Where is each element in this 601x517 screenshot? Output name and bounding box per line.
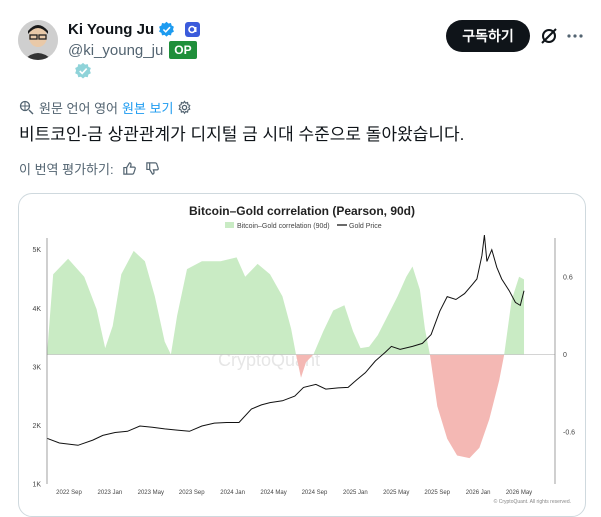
- chart-legend: Bitcoin–Gold correlation (90d) Gold Pric…: [225, 222, 382, 230]
- affiliate-badge-icon[interactable]: [74, 62, 92, 85]
- x-tick-label: 2022 Sep: [56, 490, 82, 496]
- x-tick-label: 2023 Jan: [98, 490, 123, 496]
- x-tick-label: 2024 Jan: [220, 490, 245, 496]
- x-tick-label: 2026 Jan: [466, 490, 491, 496]
- legend-gold-price: Gold Price: [349, 223, 382, 230]
- verified-check-icon[interactable]: [158, 21, 175, 38]
- x-tick-label: 2024 May: [260, 490, 286, 496]
- legend-correlation: Bitcoin–Gold correlation (90d): [237, 223, 330, 230]
- left-tick-label: 2K: [32, 423, 41, 430]
- chart-title: Bitcoin–Gold correlation (Pearson, 90d): [189, 204, 415, 218]
- chart-axes: 1K 2K 3K 4K 5K -0.6 0 0.6 2022 Sep 2023 Jan 2023 M…: [32, 238, 575, 496]
- thumbs-up-icon[interactable]: [122, 161, 137, 176]
- gold-price-line: [46, 235, 525, 446]
- translate-icon: [19, 100, 34, 114]
- tweet-media-card[interactable]: Bitcoin–Gold correlation (Pearson, 90d) …: [18, 193, 586, 517]
- gear-icon[interactable]: [177, 100, 192, 115]
- chart-footer-note: © CryptoQuant. All rights reserved.: [494, 498, 571, 505]
- left-tick-label: 4K: [32, 306, 41, 313]
- right-tick-label: 0.6: [563, 274, 573, 281]
- author-display-name[interactable]: Ki Young Ju: [68, 21, 155, 38]
- tweet-text: 비트코인-금 상관관계가 디지털 금 시대 수준으로 돌아왔습니다.: [19, 125, 465, 144]
- subscribe-button[interactable]: 구독하기: [446, 20, 530, 52]
- x-tick-label: 2025 Jan: [343, 490, 368, 496]
- x-tick-label: 2025 Sep: [424, 490, 450, 496]
- rate-translation-label: 이 번역 평가하기:: [19, 162, 114, 177]
- grok-icon[interactable]: [540, 27, 558, 50]
- left-tick-label: 5K: [32, 247, 41, 254]
- source-language-label: 원문 언어 영어: [39, 101, 118, 116]
- org-badge-icon[interactable]: [185, 22, 201, 37]
- chart-watermark: CryptoQuant: [218, 350, 320, 370]
- right-tick-label: 0: [563, 352, 567, 359]
- left-tick-label: 3K: [32, 364, 41, 371]
- x-tick-label: 2025 May: [383, 490, 409, 496]
- legend-swatch-correlation: [225, 222, 234, 228]
- x-tick-label: 2023 May: [138, 490, 164, 496]
- op-badge: OP: [169, 41, 197, 59]
- x-tick-label: 2024 Sep: [302, 490, 328, 496]
- author-handle[interactable]: @ki_young_ju: [68, 41, 164, 59]
- correlation-chart: Bitcoin–Gold correlation (Pearson, 90d) …: [32, 204, 575, 505]
- left-tick-label: 1K: [32, 482, 41, 489]
- avatar-image: [18, 20, 58, 60]
- correlation-positive-area: [47, 250, 525, 355]
- avatar[interactable]: [18, 20, 58, 60]
- more-icon[interactable]: [566, 27, 584, 50]
- thumbs-down-icon[interactable]: [145, 161, 160, 176]
- right-tick-label: -0.6: [563, 430, 575, 437]
- plot-area: [46, 235, 555, 459]
- show-original-link[interactable]: 원본 보기: [121, 101, 174, 116]
- correlation-negative-area: [47, 354, 525, 459]
- x-tick-label: 2023 Sep: [179, 490, 205, 496]
- x-tick-label: 2026 May: [506, 490, 532, 496]
